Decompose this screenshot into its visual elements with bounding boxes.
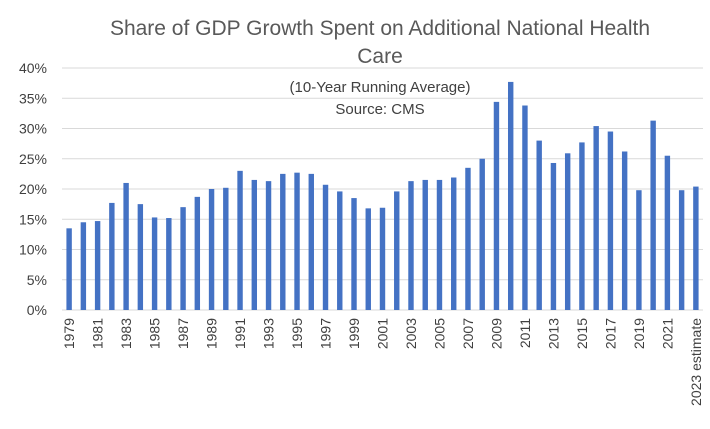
y-tick-label: 35%: [19, 90, 47, 106]
x-tick-label: 2007: [460, 318, 476, 349]
chart-subtitle-line-1: (10-Year Running Average): [290, 79, 471, 96]
bar: [308, 173, 314, 310]
y-tick-label: 15%: [19, 211, 47, 227]
bar: [436, 179, 443, 310]
bar: [479, 158, 485, 310]
x-tick-label: 1979: [61, 318, 77, 349]
bars: [66, 81, 699, 310]
x-tick-label: 2015: [574, 318, 590, 349]
bar: [223, 187, 229, 310]
x-tick-label: 1987: [175, 318, 191, 349]
x-tick-label: 2017: [602, 318, 618, 349]
bar: [664, 155, 671, 310]
bar: [365, 208, 371, 310]
x-tick-label: 1995: [289, 318, 305, 349]
x-tick-label: 2001: [375, 318, 391, 349]
bar: [636, 190, 642, 310]
bar: [151, 217, 158, 310]
bar: [351, 198, 357, 310]
chart-title-line-2: Care: [357, 45, 403, 68]
y-tick-label: 5%: [27, 272, 47, 288]
x-tick-label: 1999: [346, 318, 362, 349]
y-tick-label: 10%: [19, 242, 47, 258]
x-tick-label: 2009: [488, 318, 504, 349]
bar: [123, 182, 129, 310]
chart-subtitle-line-2: Source: CMS: [335, 101, 424, 118]
bar: [650, 120, 656, 310]
x-tick-label: 2005: [431, 318, 447, 349]
x-tick-label: 1991: [232, 318, 248, 349]
bar: [166, 218, 172, 310]
x-tick-label: 2019: [631, 318, 647, 349]
y-tick-label: 30%: [19, 121, 47, 137]
x-tick-label: 2023 estimate: [688, 318, 704, 406]
bar: [379, 207, 386, 310]
bar: [66, 228, 72, 310]
bar: [593, 126, 599, 310]
bar: [109, 202, 115, 310]
x-tick-label: 1989: [204, 318, 220, 349]
bar: [507, 81, 514, 310]
bar: [550, 162, 557, 310]
bar: [208, 189, 215, 310]
x-tick-label: 1983: [118, 318, 134, 349]
bar: [137, 204, 144, 310]
bar: [237, 170, 243, 310]
bar: [536, 140, 542, 310]
bar: [408, 181, 414, 310]
bar: [80, 222, 87, 310]
bar: [322, 184, 329, 310]
bar: [422, 179, 428, 310]
bar: [280, 173, 286, 310]
bar: [180, 207, 186, 310]
bar: [621, 151, 628, 310]
x-tick-label: 1985: [147, 318, 163, 349]
x-tick-label: 2003: [403, 318, 419, 349]
bar: [265, 181, 272, 310]
bar: [693, 186, 699, 310]
y-tick-label: 40%: [19, 60, 47, 76]
bar: [607, 131, 614, 310]
bar: [564, 153, 571, 310]
bar: [251, 179, 258, 310]
bar: [394, 191, 400, 310]
chart-title-line-1: Share of GDP Growth Spent on Additional …: [110, 17, 650, 40]
bar: [451, 177, 457, 310]
bar: [522, 105, 528, 310]
x-tick-label: 2011: [517, 318, 533, 348]
bar: [337, 191, 343, 310]
y-tick-label: 20%: [19, 181, 47, 197]
x-tick-label: 2021: [659, 318, 675, 349]
bar: [493, 101, 500, 310]
bar: [94, 221, 101, 310]
y-axis-tick-labels: 0% 5% 10% 15% 20% 25% 30% 35% 40%: [19, 60, 47, 318]
y-tick-label: 25%: [19, 151, 47, 167]
x-tick-label: 1981: [90, 318, 106, 349]
x-tick-label: 2013: [545, 318, 561, 349]
bar: [678, 190, 685, 310]
bar: [294, 172, 300, 310]
bar: [579, 142, 585, 310]
x-tick-label: 1993: [261, 318, 277, 349]
bar: [465, 167, 471, 310]
x-axis-tick-labels: 1979 1981 1983 1985 1987 1989 1991 1993 1995 1997…: [61, 318, 704, 406]
y-tick-label: 0%: [27, 302, 47, 318]
bar: [194, 196, 201, 310]
x-tick-label: 1997: [318, 318, 334, 349]
